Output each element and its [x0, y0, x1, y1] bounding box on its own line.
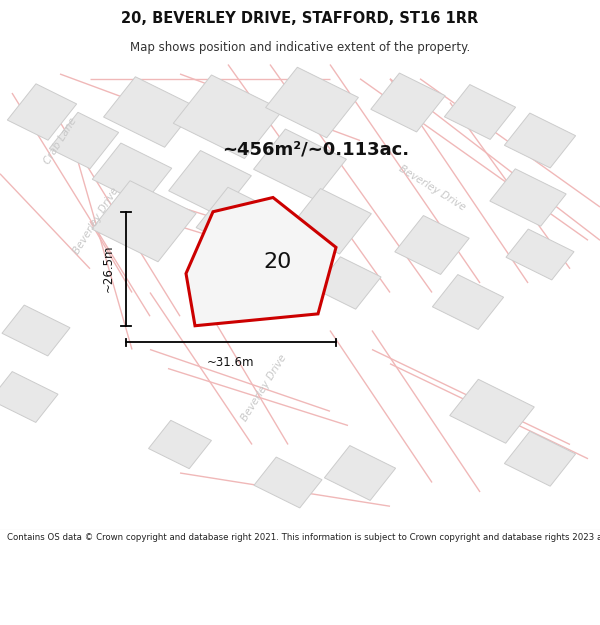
Polygon shape: [505, 431, 575, 486]
Text: ~26.5m: ~26.5m: [101, 245, 115, 292]
Polygon shape: [445, 84, 515, 139]
Polygon shape: [254, 129, 346, 199]
Polygon shape: [7, 84, 77, 140]
Text: Beverley Drive: Beverley Drive: [397, 164, 467, 212]
Text: Contains OS data © Crown copyright and database right 2021. This information is : Contains OS data © Crown copyright and d…: [7, 533, 600, 542]
Polygon shape: [450, 379, 534, 443]
Polygon shape: [315, 257, 381, 309]
Text: 20: 20: [263, 252, 292, 272]
Polygon shape: [395, 216, 469, 274]
Polygon shape: [254, 457, 322, 508]
Polygon shape: [505, 113, 575, 168]
Polygon shape: [92, 143, 172, 204]
Polygon shape: [325, 446, 395, 501]
Polygon shape: [186, 198, 336, 326]
Polygon shape: [490, 169, 566, 226]
Text: Crab Lane: Crab Lane: [42, 116, 78, 166]
Polygon shape: [0, 372, 58, 423]
Polygon shape: [104, 77, 196, 148]
Text: ~456m²/~0.113ac.: ~456m²/~0.113ac.: [222, 141, 409, 159]
Polygon shape: [169, 151, 251, 216]
Text: Map shows position and indicative extent of the property.: Map shows position and indicative extent…: [130, 41, 470, 54]
Polygon shape: [49, 112, 119, 169]
Polygon shape: [266, 68, 358, 138]
Polygon shape: [289, 189, 371, 254]
Polygon shape: [92, 181, 196, 262]
Text: ~31.6m: ~31.6m: [207, 356, 255, 369]
Polygon shape: [173, 75, 283, 159]
Polygon shape: [433, 274, 503, 329]
Text: Beverley Drive: Beverley Drive: [239, 352, 289, 422]
Text: Beverley Drive: Beverley Drive: [71, 186, 121, 256]
Text: 20, BEVERLEY DRIVE, STAFFORD, ST16 1RR: 20, BEVERLEY DRIVE, STAFFORD, ST16 1RR: [121, 11, 479, 26]
Polygon shape: [371, 73, 445, 132]
Polygon shape: [149, 421, 211, 469]
Polygon shape: [196, 188, 284, 255]
Polygon shape: [506, 229, 574, 280]
Polygon shape: [2, 305, 70, 356]
